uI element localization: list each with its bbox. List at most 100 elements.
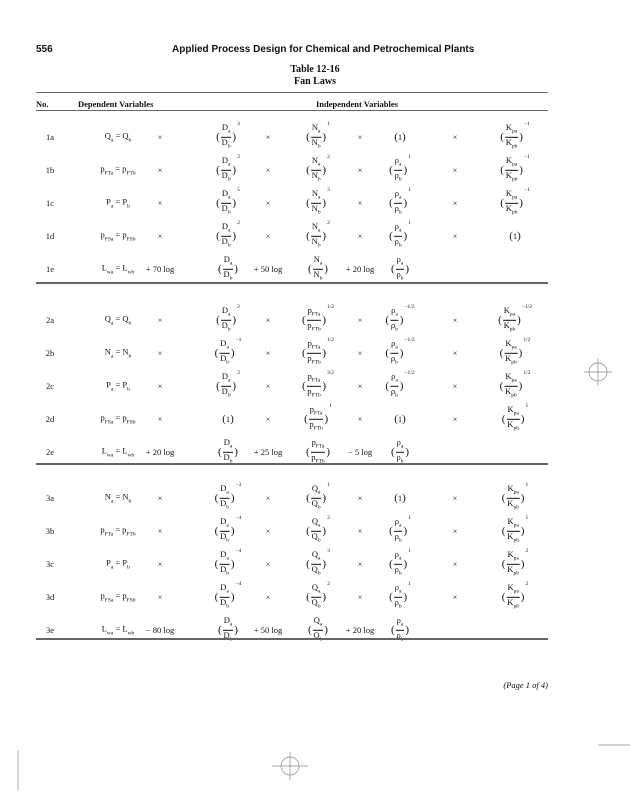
dependent-variable: pFTa = pFTb — [100, 163, 136, 177]
open-paren: ( — [501, 413, 506, 425]
variable: Da — [223, 253, 233, 267]
row-number: 3b — [45, 526, 55, 536]
multiply-operator: × — [452, 165, 458, 175]
numerator: Kpa — [504, 338, 518, 354]
ratio-term: (pFTa pFTb) 1/2 — [302, 304, 334, 334]
variable: ρb — [396, 268, 404, 282]
subscript: b — [226, 504, 230, 511]
variable: Kpa — [507, 515, 519, 529]
denominator: Db — [220, 353, 229, 368]
variable: Lwa — [101, 445, 114, 459]
close-paren: ) — [403, 230, 408, 242]
open-paren: ( — [389, 164, 393, 176]
subscript: a — [399, 194, 402, 201]
denominator: Nb — [312, 236, 321, 251]
open-paren: ( — [389, 197, 393, 209]
multiply-operator: × — [157, 165, 163, 175]
dependent-variable: pFSa = pFSb — [100, 229, 136, 243]
variable: pFTb — [309, 418, 323, 432]
ratio-term: (Na Nb) — [308, 254, 328, 283]
open-paren: ( — [500, 197, 504, 209]
ratio-term: (ρa ρb) 1 — [389, 154, 411, 184]
multiply-operator: × — [157, 381, 163, 391]
close-paren: ) — [234, 446, 238, 458]
subscript: b — [229, 275, 233, 282]
open-paren: ( — [394, 131, 398, 143]
log-term: − 5 log — [347, 447, 373, 457]
multiply-operator: × — [265, 165, 271, 175]
open-paren: ( — [501, 525, 506, 537]
numerator: ρa — [393, 155, 403, 171]
close-paren: ) — [326, 446, 331, 458]
close-paren: ) — [402, 131, 406, 143]
variable: Lwa — [101, 262, 114, 276]
variable: pFTa — [100, 163, 114, 177]
exponent: −4 — [235, 514, 242, 521]
numerator: ρa — [390, 338, 399, 354]
subscript: pb — [513, 537, 519, 544]
close-paren: ) — [403, 591, 408, 603]
denominator: Nb — [312, 203, 321, 218]
variable: Da — [221, 154, 231, 168]
subscript: pa — [512, 128, 518, 135]
exponent: 1 — [408, 219, 411, 226]
open-paren: ( — [389, 525, 393, 537]
fraction: Kpa Kpb — [506, 582, 520, 611]
exponent: 2 — [237, 369, 240, 376]
ratio-term: (Da Db) 3 — [216, 121, 240, 151]
close-paren: ) — [324, 413, 329, 425]
fraction: Kpa Kpb — [504, 122, 519, 151]
subscript: b — [395, 359, 398, 366]
subscript: a — [229, 443, 233, 450]
ratio-term: (Da Db) 2 — [216, 369, 240, 400]
subscript: b — [400, 458, 404, 465]
variable: ρa — [396, 614, 404, 628]
row-number: 3e — [45, 625, 55, 635]
multiply-operator: × — [157, 493, 163, 503]
fraction: pFTa pFTb — [306, 338, 322, 367]
subscript: wa — [106, 269, 114, 276]
variable: Kpa — [503, 304, 516, 318]
ratio-term: (Da Db) 2 — [216, 154, 240, 184]
subscript: a — [110, 203, 114, 210]
numerator: Qa — [310, 516, 322, 532]
variable: pFSb — [122, 412, 136, 426]
subscript: a — [317, 489, 321, 496]
subscript: b — [317, 242, 321, 249]
multiply-operator: × — [357, 165, 363, 175]
fraction: Na Nb — [312, 254, 324, 283]
subscript: FSb — [126, 236, 136, 243]
numerator: Da — [220, 221, 232, 237]
row-number: 2d — [45, 414, 55, 424]
variable: Da — [220, 337, 229, 351]
open-paren: ( — [390, 624, 395, 636]
numerator: Da — [220, 154, 232, 171]
variable: Qb — [311, 596, 321, 610]
multiply-operator: × — [357, 231, 363, 241]
open-paren: ( — [306, 525, 310, 537]
denominator: Qb — [312, 564, 321, 579]
variable: Db — [221, 202, 231, 216]
subscript: pa — [512, 161, 518, 168]
subscript: a — [399, 522, 402, 529]
variable: pFTb — [307, 385, 321, 399]
subscript: pb — [511, 209, 518, 216]
dependent-variable: Pa = Pb — [106, 557, 130, 571]
numerator: ρa — [390, 371, 399, 387]
subscript: b — [227, 143, 231, 150]
subscript: pb — [509, 326, 516, 333]
ratio-term: (Kpa Kpb) 1 — [501, 403, 528, 433]
fraction: Kpa Kpb — [504, 188, 519, 217]
variable: Na — [311, 220, 321, 234]
fraction: Kpa Kpb — [504, 155, 519, 184]
numerator: ρa — [395, 437, 405, 453]
exponent: 2 — [237, 303, 240, 310]
close-paren: ) — [232, 131, 237, 143]
